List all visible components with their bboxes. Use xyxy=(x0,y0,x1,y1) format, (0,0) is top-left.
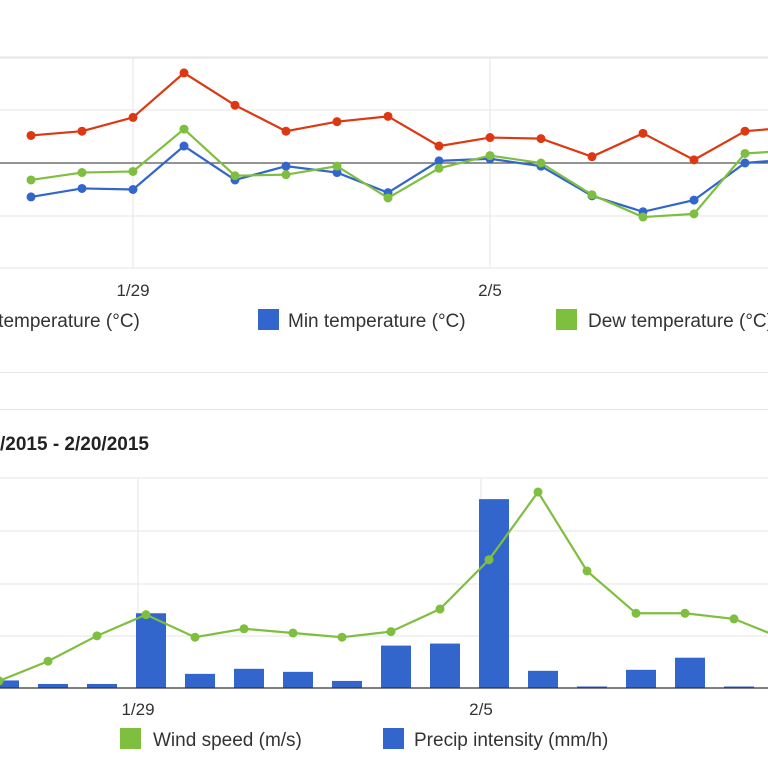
legend-swatch xyxy=(383,728,404,749)
legend-label: Min temperature (°C) xyxy=(288,311,466,332)
data-point xyxy=(281,126,291,136)
data-point xyxy=(332,168,342,178)
panel-divider-bottom xyxy=(0,409,768,410)
data-point xyxy=(383,111,393,121)
data-point xyxy=(740,158,750,168)
data-point xyxy=(179,124,189,134)
precip-bar xyxy=(724,686,754,688)
data-point xyxy=(179,141,189,151)
precip-bar xyxy=(479,499,509,688)
data-point xyxy=(92,631,102,641)
precip-bar xyxy=(528,670,558,688)
precip-bar xyxy=(577,686,607,688)
data-point xyxy=(740,148,750,158)
x-tick-label: 1/29 xyxy=(121,700,154,719)
series-line xyxy=(30,127,768,219)
data-point xyxy=(239,624,249,634)
data-point xyxy=(536,158,546,168)
data-point xyxy=(434,156,444,166)
data-point xyxy=(179,68,189,78)
legend-swatch xyxy=(556,309,577,330)
data-point xyxy=(26,175,36,185)
data-point xyxy=(281,161,291,171)
data-point xyxy=(435,604,445,614)
data-point xyxy=(337,632,347,642)
precip-bar xyxy=(185,673,215,688)
data-point xyxy=(484,555,494,565)
data-point xyxy=(638,128,648,138)
precip-bar xyxy=(0,680,19,688)
data-point xyxy=(485,133,495,143)
legend-label: Precip intensity (mm/h) xyxy=(414,730,608,751)
data-point xyxy=(638,212,648,222)
legend-swatch xyxy=(258,309,279,330)
data-point xyxy=(77,168,87,178)
data-point xyxy=(26,192,36,202)
data-point xyxy=(740,126,750,136)
x-tick-label: 1/29 xyxy=(116,281,149,300)
temperature-chart-panel: 1/292/52/12Max temperature (°C)Min tempe… xyxy=(0,0,768,372)
data-point xyxy=(141,610,151,620)
precip-bar xyxy=(626,669,656,688)
data-point xyxy=(43,656,53,666)
x-tick-label: 2/5 xyxy=(478,281,502,300)
series-line xyxy=(0,490,768,682)
precip-bar xyxy=(675,657,705,688)
data-point xyxy=(128,112,138,122)
data-point xyxy=(383,193,393,203)
data-point xyxy=(689,195,699,205)
data-point xyxy=(386,627,396,637)
data-point xyxy=(729,614,739,624)
data-point xyxy=(689,155,699,165)
data-point xyxy=(288,628,298,638)
precip-bar xyxy=(283,671,313,688)
data-point xyxy=(281,170,291,180)
precip-bar xyxy=(381,645,411,688)
data-point xyxy=(230,100,240,110)
data-point xyxy=(533,487,543,497)
legend-label: Dew temperature (°C) xyxy=(588,311,768,332)
legend-swatch xyxy=(120,728,141,749)
data-point xyxy=(332,161,342,171)
precip-bar xyxy=(332,680,362,688)
data-point xyxy=(77,126,87,136)
data-point xyxy=(680,608,690,618)
data-point xyxy=(0,676,4,686)
data-point xyxy=(332,117,342,127)
precip-bar xyxy=(38,683,68,688)
data-point xyxy=(434,163,444,173)
legend-label: Wind speed (m/s) xyxy=(153,730,302,751)
data-point xyxy=(190,632,200,642)
precip-bar xyxy=(87,683,117,688)
data-point xyxy=(128,166,138,176)
data-point xyxy=(631,608,641,618)
date-range-title: /2015 - 2/20/2015 xyxy=(0,434,149,455)
data-point xyxy=(77,183,87,193)
series-line xyxy=(30,71,768,162)
panel-divider-top xyxy=(0,372,768,373)
data-point xyxy=(582,566,592,576)
series-line xyxy=(30,144,768,213)
data-point xyxy=(230,171,240,181)
precip-bar xyxy=(430,643,460,688)
data-point xyxy=(689,209,699,219)
data-point xyxy=(26,130,36,140)
data-point xyxy=(587,190,597,200)
legend-label: Max temperature (°C) xyxy=(0,311,140,332)
data-point xyxy=(536,134,546,144)
precip-bar xyxy=(136,613,166,688)
data-point xyxy=(485,151,495,161)
x-tick-label: 2/5 xyxy=(469,700,493,719)
precip-bar xyxy=(234,668,264,688)
temperature-chart: 1/292/52/12Max temperature (°C)Min tempe… xyxy=(0,56,768,332)
data-point xyxy=(128,185,138,194)
data-point xyxy=(434,141,444,151)
data-point xyxy=(587,152,597,162)
